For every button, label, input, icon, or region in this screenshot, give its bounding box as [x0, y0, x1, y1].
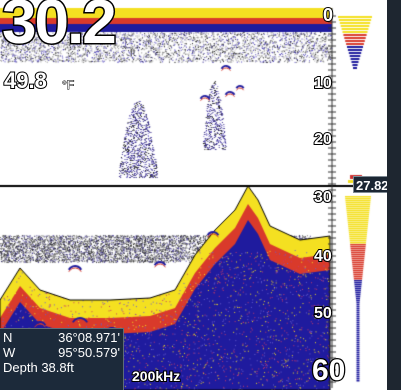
latitude-value: 36°08.971': [58, 330, 120, 345]
lower-depth-scale-40: 40: [313, 248, 333, 266]
lower-depth-scale-30: 30: [313, 189, 333, 207]
upper-depth-scale-20: 20: [313, 131, 333, 149]
depth-unit: ft: [130, 48, 136, 59]
upper-depth-scale-min: 0: [322, 5, 334, 25]
water-temperature-readout: 49.8: [3, 68, 48, 93]
lower-depth-scale-50: 50: [313, 305, 333, 323]
side-panel: [387, 0, 401, 390]
depth-info-value: 38.8ft: [41, 360, 74, 375]
longitude-row: W 95°50.579': [3, 345, 120, 360]
latitude-row: N 36°08.971': [3, 330, 120, 345]
depth-readout: 30.2: [1, 0, 119, 57]
longitude-value: 95°50.579': [58, 345, 120, 360]
depth-info-row: Depth 38.8ft: [3, 360, 120, 375]
depth-info-label: Depth: [3, 360, 38, 375]
longitude-hemisphere: W: [3, 345, 16, 360]
latitude-hemisphere: N: [3, 330, 13, 345]
temperature-unit: °F: [61, 78, 75, 93]
lower-depth-scale-max: 60: [311, 354, 347, 387]
frequency-label: 200kHz: [131, 367, 181, 385]
upper-depth-scale-10: 10: [313, 75, 333, 93]
gps-info-panel: N 36°08.971' W 95°50.579' Depth 38.8ft: [0, 328, 124, 390]
